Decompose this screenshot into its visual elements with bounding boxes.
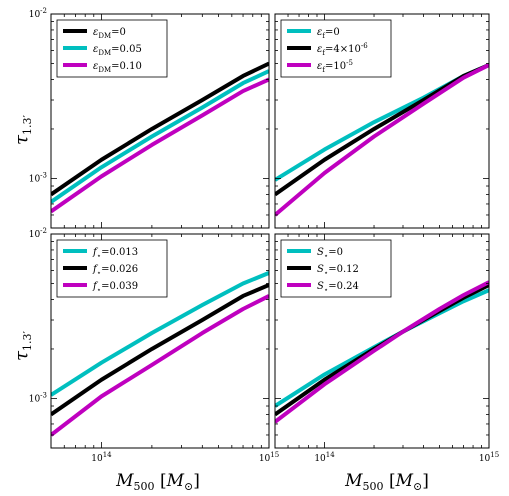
legend-label-1: εf=0 bbox=[317, 27, 340, 40]
legend-label-2: εf=4×10-6 bbox=[317, 42, 368, 57]
legend: S⋆=0 S⋆=0.12 S⋆=0.24 bbox=[280, 239, 392, 298]
x-tick-label: 1015 bbox=[479, 451, 499, 464]
panel-top-right: εf=0 εf=4×10-6 εf=10-5 bbox=[274, 13, 490, 229]
legend: f⋆=0.013 f⋆=0.026 f⋆=0.039 bbox=[56, 239, 168, 298]
y-axis-label-bottom: τ1.3′ bbox=[11, 331, 34, 361]
plot-frame bbox=[50, 233, 270, 449]
x-axis-label-left: M500 [M⊙] bbox=[115, 471, 200, 493]
y-tick-label: 10-2 bbox=[29, 7, 47, 20]
series-line-3 bbox=[51, 294, 269, 437]
x-axis-label-right: M500 [M⊙] bbox=[344, 471, 429, 493]
series-line-1 bbox=[275, 288, 489, 408]
legend-label-1: εDM=0 bbox=[93, 27, 126, 40]
plot-frame bbox=[50, 13, 270, 229]
y-tick-label: 10-2 bbox=[29, 227, 47, 240]
x-tick-label: 1014 bbox=[314, 451, 335, 464]
legend-label-2: f⋆=0.026 bbox=[92, 264, 138, 277]
series-line-2 bbox=[51, 69, 269, 204]
y-tick-label: 10-3 bbox=[29, 171, 47, 184]
x-tick-label: 1015 bbox=[259, 451, 279, 464]
legend-label-3: εDM=0.10 bbox=[93, 61, 142, 74]
x-tick-label: 1014 bbox=[91, 451, 112, 464]
legend-label-1: f⋆=0.013 bbox=[92, 247, 138, 260]
panel-top-left: 10-2 10-3 εDM=0 εDM=0.05 εDM=0.10 bbox=[29, 7, 270, 229]
y-tick-label: 10-3 bbox=[29, 391, 47, 404]
legend-label-3: εf=10-5 bbox=[317, 59, 353, 74]
legend-label-2: S⋆=0.12 bbox=[317, 264, 359, 277]
series-line-1 bbox=[51, 61, 269, 197]
series-line-3 bbox=[275, 63, 489, 217]
plot-frame bbox=[274, 13, 490, 229]
series-line-3 bbox=[51, 77, 269, 214]
series-line-1 bbox=[51, 271, 269, 397]
legend: εf=0 εf=4×10-6 εf=10-5 bbox=[280, 19, 392, 78]
panel-bottom-right: 1014 1015 S⋆=0 S⋆=0.12 S⋆=0.24 bbox=[274, 233, 499, 464]
panel-bottom-left: 10-2 10-3 1014 1015 f⋆=0.013 f⋆=0.026 f⋆=0.039 bbox=[29, 227, 279, 464]
series-line-2 bbox=[51, 283, 269, 417]
y-axis-label-top: τ1.3′ bbox=[11, 115, 34, 145]
legend-label-3: f⋆=0.039 bbox=[92, 281, 138, 294]
plot-frame bbox=[274, 233, 490, 449]
legend: εDM=0 εDM=0.05 εDM=0.10 bbox=[56, 19, 168, 78]
series-line-3 bbox=[275, 280, 489, 424]
legend-label-1: S⋆=0 bbox=[317, 247, 343, 260]
legend-label-3: S⋆=0.24 bbox=[317, 281, 359, 294]
legend-label-2: εDM=0.05 bbox=[93, 44, 142, 57]
